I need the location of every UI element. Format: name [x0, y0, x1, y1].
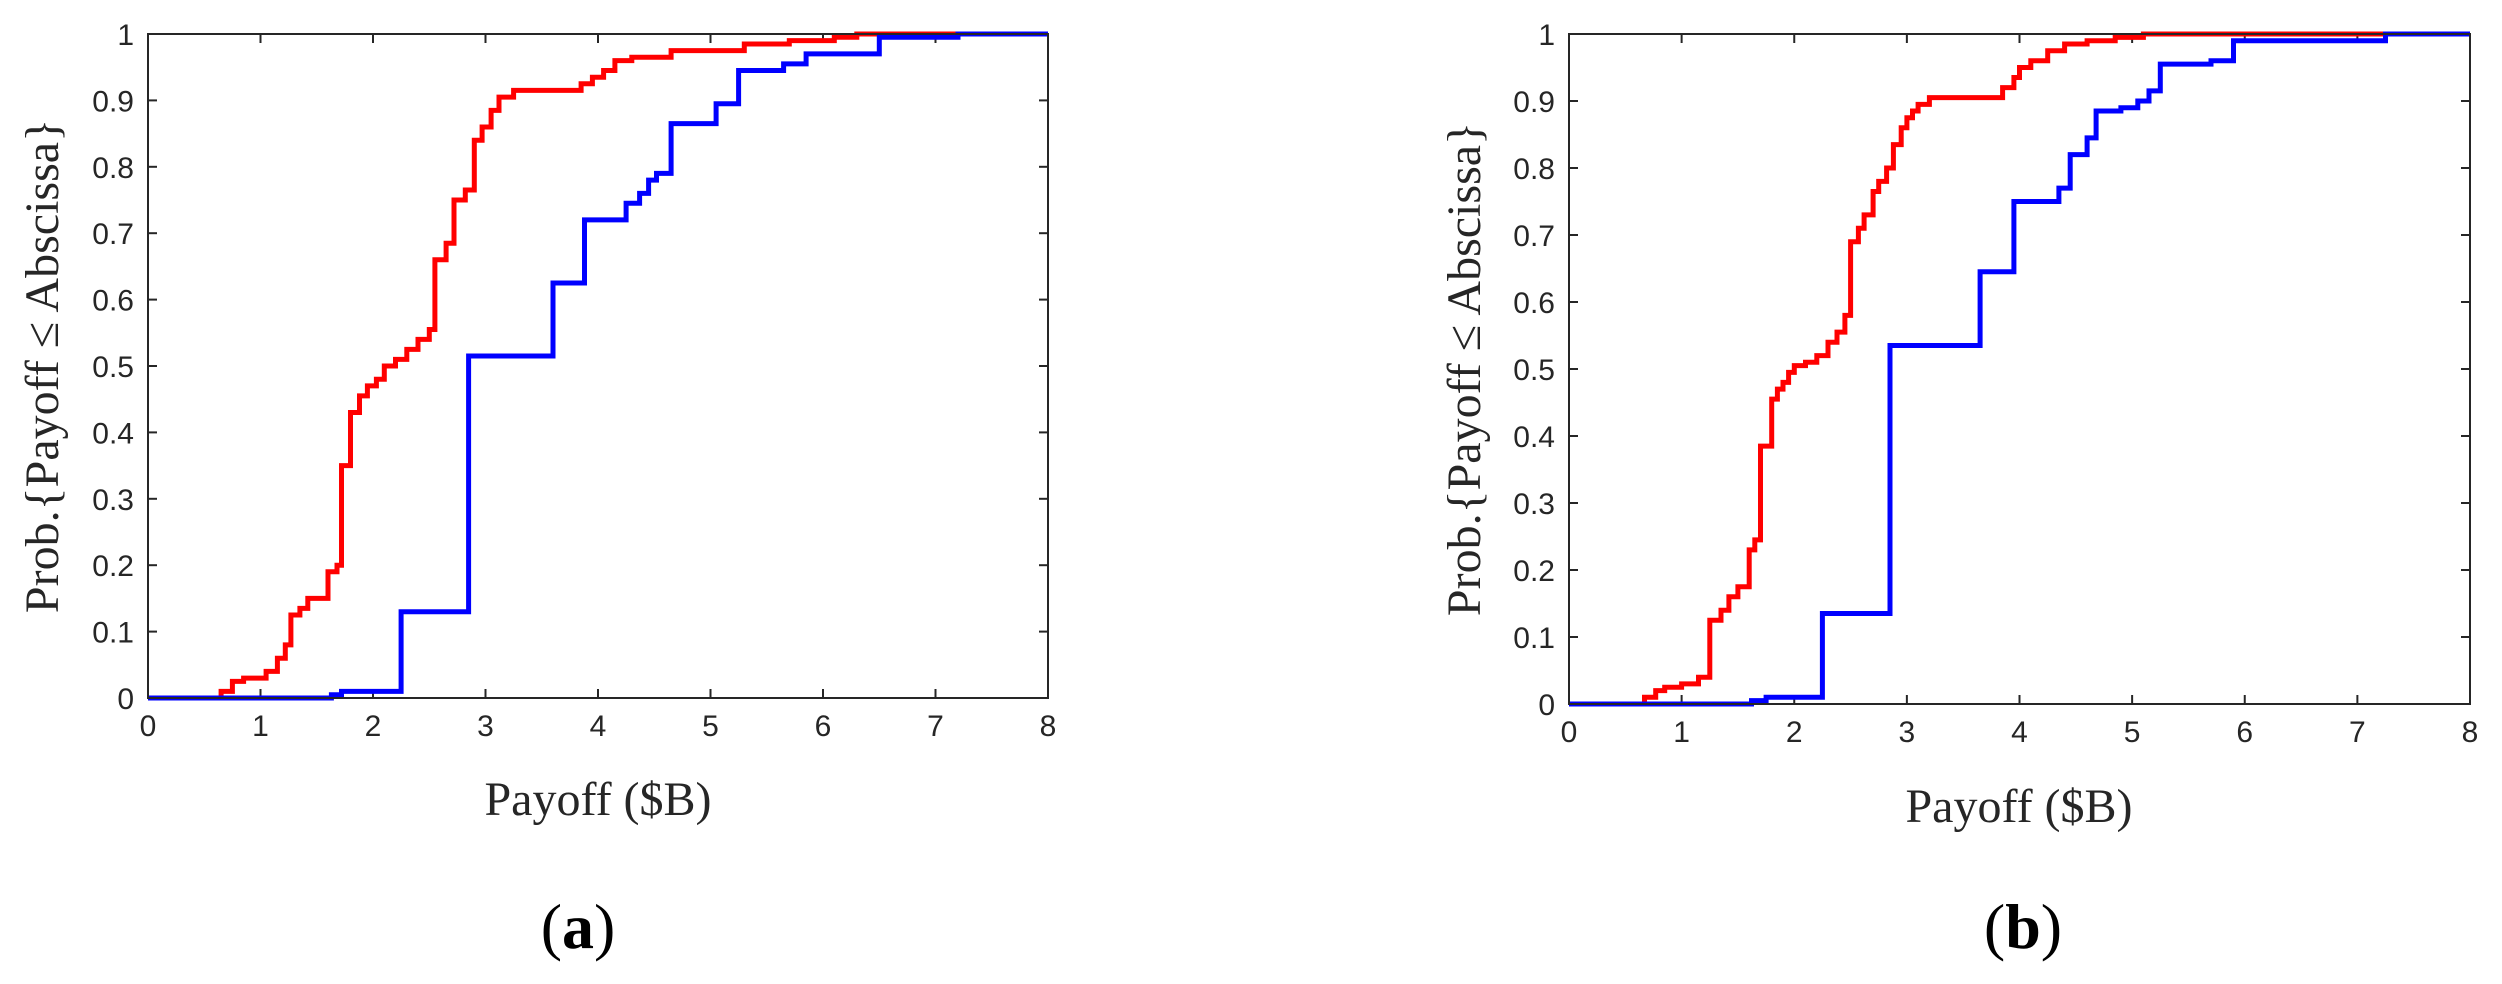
panel-a-y-tick-label: 0.6 — [92, 285, 134, 318]
panel-b-y-tick-label: 0.7 — [1513, 220, 1555, 253]
panel-a-x-tick-label: 4 — [590, 710, 607, 743]
panel-a-y-tick-label: 0.8 — [92, 152, 134, 185]
panel-a-y-tick-label: 0.1 — [92, 617, 134, 650]
panel-a-x-tick-label: 8 — [1040, 710, 1057, 743]
panel-a-ticks: 0 1 2 3 4 5 6 7 8 0 0.1 0.2 0.3 0.4 0.5 0.6 0.7 0.8 0.9 1 — [92, 19, 1056, 743]
panel-b-y-tick-label: 0.1 — [1513, 622, 1555, 655]
panel-a-y-tick-label: 0.4 — [92, 417, 134, 450]
panel-a-series — [148, 31, 1048, 701]
panel-b-y-tick-label: 0.2 — [1513, 555, 1555, 588]
panel-b-y-tick-label: 0.9 — [1513, 86, 1555, 119]
panel-a-x-tick-label: 7 — [927, 710, 944, 743]
panel-a-x-tick-label: 2 — [365, 710, 382, 743]
panel-a-series-line-blue — [148, 31, 1048, 701]
panel-a-y-tick-label: 0.5 — [92, 351, 134, 384]
panel-b-x-tick-label: 6 — [2236, 716, 2253, 749]
panel-a-y-tick-label: 1 — [117, 19, 134, 52]
panel-a: 0 1 2 3 4 5 6 7 8 0 0.1 0.2 0.3 0.4 0.5 0.6 0.7 0.8 0.9 1 P… — [16, 19, 1056, 962]
panel-b-x-tick-label: 4 — [2011, 716, 2028, 749]
panel-b-x-axis-label: Payoff ($B) — [1905, 780, 2132, 833]
panel-a-x-tick-label: 0 — [140, 710, 157, 743]
panel-b-series — [1569, 31, 2470, 707]
panel-b-ticks: 0 1 2 3 4 5 6 7 8 0 0.1 0.2 0.3 0.4 0.5 0.6 0.7 0.8 0.9 1 — [1513, 19, 2478, 749]
panel-b-x-tick-label: 2 — [1786, 716, 1803, 749]
panel-a-label: (a) — [541, 891, 616, 962]
panel-b-x-tick-label: 0 — [1561, 716, 1578, 749]
panel-b-y-tick-label: 0.8 — [1513, 153, 1555, 186]
panel-b-y-tick-label: 0.5 — [1513, 354, 1555, 387]
panel-a-y-tick-label: 0 — [117, 683, 134, 716]
panel-b-x-tick-label: 3 — [1899, 716, 1916, 749]
panel-a-plot-frame — [147, 33, 1049, 699]
panel-b-series-line-red — [1569, 31, 2470, 707]
panel-b-y-tick-label: 0.6 — [1513, 287, 1555, 320]
panel-a-x-tick-label: 1 — [252, 710, 269, 743]
panel-b-x-tick-label: 7 — [2349, 716, 2366, 749]
panel-b-y-tick-label: 1 — [1538, 19, 1555, 52]
panel-a-x-tick-label: 5 — [702, 710, 719, 743]
panel-b-y-tick-label: 0.3 — [1513, 488, 1555, 521]
panel-a-y-tick-label: 0.9 — [92, 85, 134, 118]
panel-a-y-tick-label: 0.3 — [92, 484, 134, 517]
panel-b-y-axis-label: Prob.{Payoff ≤ Abscissa} — [1438, 122, 1491, 616]
panel-a-x-tick-label: 3 — [477, 710, 494, 743]
panel-b-x-tick-label: 5 — [2124, 716, 2141, 749]
panel-b-y-tick-label: 0.4 — [1513, 421, 1555, 454]
panel-a-series-line-red — [148, 31, 1048, 701]
panel-b-series-line-blue — [1569, 31, 2470, 707]
panel-b: 0 1 2 3 4 5 6 7 8 0 0.1 0.2 0.3 0.4 0.5 0.6 0.7 0.8 0.9 1 P… — [1438, 19, 2478, 962]
panel-a-y-tick-label: 0.7 — [92, 218, 134, 251]
panel-b-label: (b) — [1984, 891, 2062, 962]
panel-a-x-axis-label: Payoff ($B) — [484, 773, 711, 826]
panel-b-plot-frame — [1568, 33, 2471, 705]
panel-a-y-tick-label: 0.2 — [92, 550, 134, 583]
panel-b-x-tick-label: 1 — [1673, 716, 1690, 749]
panel-b-y-tick-label: 0 — [1538, 689, 1555, 722]
panel-a-y-axis-label: Prob.{Payoff ≤ Abscissa} — [16, 119, 69, 613]
panel-a-x-tick-label: 6 — [815, 710, 832, 743]
panel-b-x-tick-label: 8 — [2462, 716, 2479, 749]
